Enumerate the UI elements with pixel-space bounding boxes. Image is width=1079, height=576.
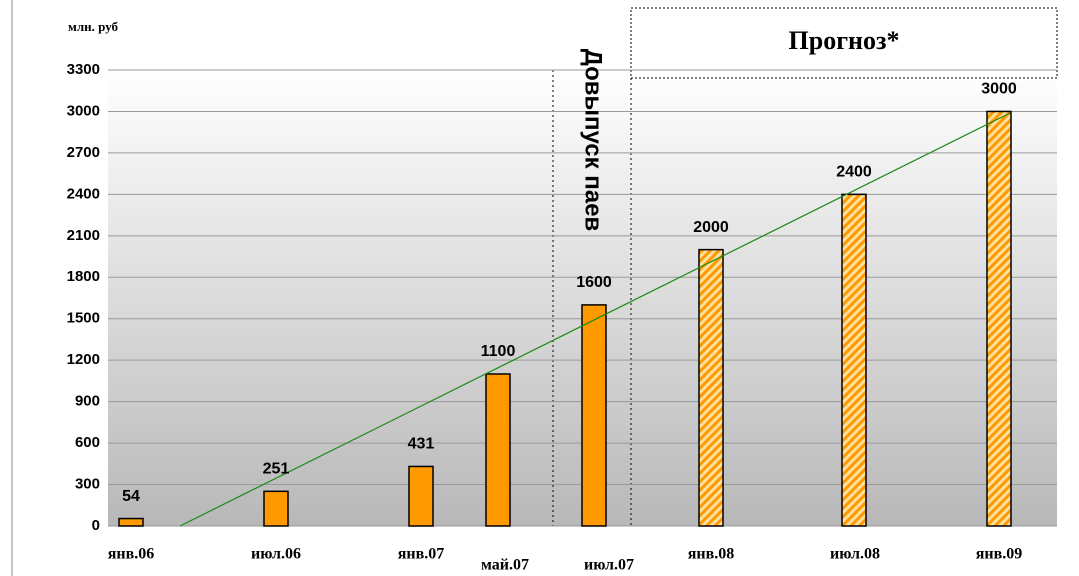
y-tick-label: 3000: [67, 102, 100, 119]
y-axis-label: млн. руб: [68, 19, 119, 34]
x-tick-label: май.07: [481, 557, 529, 574]
x-tick-label: июл.06: [251, 546, 301, 563]
y-tick-label: 1500: [67, 310, 100, 327]
bar: [118, 517, 144, 527]
annotation: Довыпуск паев: [580, 49, 607, 232]
x-tick-label: июл.07: [584, 557, 634, 574]
data-label: 251: [263, 461, 290, 478]
x-tick-label: июл.08: [830, 546, 880, 563]
trend-line: [179, 112, 1011, 527]
y-tick-label: 3300: [67, 61, 100, 78]
forecast-label: Прогноз*: [789, 26, 900, 55]
y-tick-label: 1200: [67, 351, 100, 368]
x-tick-label: янв.07: [398, 546, 445, 563]
y-tick-label: 2100: [67, 227, 100, 244]
x-tick-label: янв.06: [108, 546, 155, 563]
bar: [841, 193, 867, 527]
bar: [263, 490, 289, 527]
data-label: 2000: [693, 219, 729, 236]
bar: [408, 465, 434, 527]
data-label: 1100: [481, 343, 516, 360]
y-tick-label: 600: [75, 434, 100, 451]
forecast-box: [630, 7, 1058, 79]
bar: [698, 248, 724, 527]
data-label: 3000: [981, 81, 1017, 98]
x-tick-label: янв.08: [688, 546, 735, 563]
y-tick-label: 2700: [67, 144, 100, 161]
data-label: 2400: [836, 164, 872, 181]
y-tick-label: 1800: [67, 268, 100, 285]
data-label: 1600: [576, 274, 612, 291]
y-tick-label: 2400: [67, 185, 100, 202]
y-tick-label: 0: [92, 517, 100, 534]
y-tick-label: 900: [75, 393, 100, 410]
x-tick-label: янв.09: [976, 546, 1023, 563]
bar: [485, 373, 511, 527]
y-tick-label: 300: [75, 476, 100, 493]
data-label: 431: [408, 436, 435, 453]
bar: [581, 304, 607, 527]
data-label: 54: [122, 488, 140, 505]
bar: [986, 110, 1012, 527]
